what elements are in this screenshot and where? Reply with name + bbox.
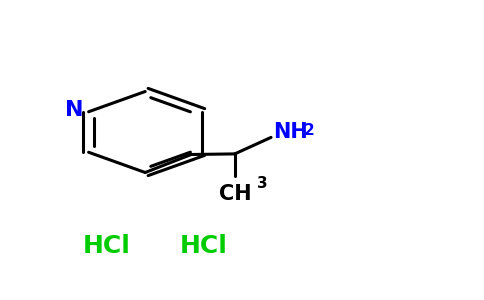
Text: N: N xyxy=(65,100,83,120)
Text: HCl: HCl xyxy=(83,234,130,258)
Text: 3: 3 xyxy=(257,176,267,191)
Text: HCl: HCl xyxy=(180,234,227,258)
Text: CH: CH xyxy=(219,184,252,204)
Text: NH: NH xyxy=(273,122,308,142)
Text: 2: 2 xyxy=(304,123,315,138)
